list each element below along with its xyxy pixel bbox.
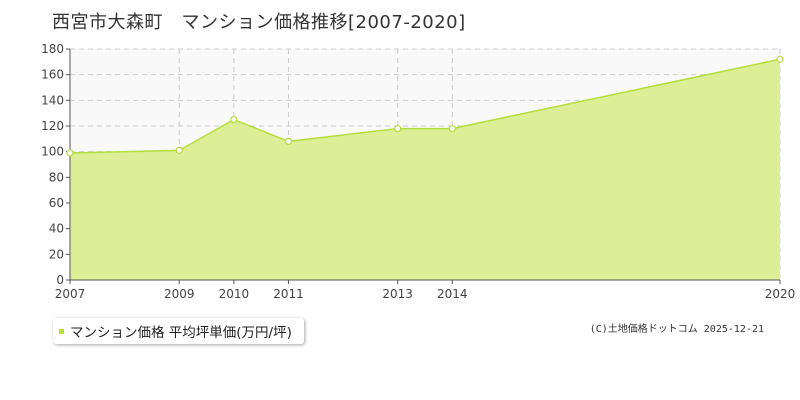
- y-tick-label: 180: [41, 42, 64, 56]
- data-point: [776, 55, 784, 63]
- y-tick-label: 160: [41, 68, 64, 82]
- y-tick-label: 40: [49, 222, 64, 236]
- chart-title: 西宮市大森町 マンション価格推移[2007-2020]: [52, 12, 466, 33]
- data-point: [66, 149, 74, 157]
- x-tick-label: 2020: [765, 287, 796, 301]
- copyright-credit: (C)土地価格ドットコム 2025-12-21: [589, 324, 764, 335]
- y-tick-label: 60: [49, 196, 64, 210]
- data-point: [175, 146, 183, 154]
- x-tick-label: 2011: [273, 287, 304, 301]
- legend-label: マンション価格 平均坪単価(万円/坪): [70, 325, 292, 341]
- x-tick-label: 2014: [437, 287, 468, 301]
- legend-swatch: [59, 328, 64, 334]
- y-tick-label: 140: [41, 93, 64, 107]
- y-tick-label: 80: [49, 170, 64, 184]
- x-tick-label: 2009: [164, 287, 195, 301]
- x-tick-labels: 2007 2009 2010 2011 2013 2014 2020: [55, 287, 796, 301]
- y-tick-label: 120: [41, 119, 64, 133]
- data-point: [284, 137, 293, 145]
- data-point: [230, 115, 238, 124]
- x-tick-label: 2007: [55, 287, 86, 301]
- data-points: [66, 55, 784, 157]
- data-point: [448, 124, 456, 133]
- x-tick-label: 2010: [219, 287, 250, 301]
- series-area: [70, 59, 780, 281]
- y-tick-label: 0: [56, 273, 64, 287]
- y-tick-label: 20: [49, 247, 64, 261]
- y-tick-labels: 0 20 40 60 80 100 120 140 160 180: [41, 42, 64, 287]
- x-tick-label: 2013: [382, 287, 413, 301]
- data-point: [394, 124, 402, 133]
- y-tick-label: 100: [41, 145, 64, 159]
- legend: マンション価格 平均坪単価(万円/坪): [53, 318, 304, 344]
